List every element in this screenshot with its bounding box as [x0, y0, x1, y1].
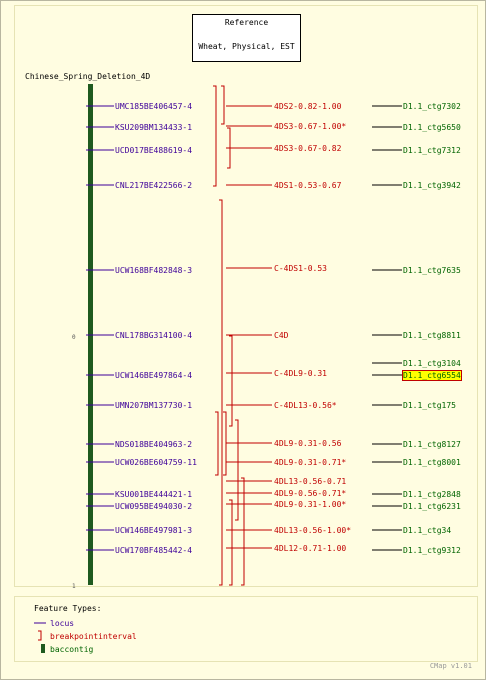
contig-label[interactable]: D1.1_ctg6231 [403, 502, 461, 511]
locus-label[interactable]: UCW170BF485442-4 [115, 546, 193, 555]
contig-label[interactable]: D1.1_ctg7302 [403, 102, 461, 111]
legend-title: Feature Types: [34, 604, 102, 613]
cmap-version: CMap v1.01 [429, 662, 472, 670]
interval-label[interactable]: 4DS3-0.67-0.82 [274, 144, 342, 153]
reference-box: Reference Wheat, Physical, EST [192, 14, 301, 62]
contig-label[interactable]: D1.1_ctg8127 [403, 440, 461, 449]
contig-label[interactable]: D1.1_ctg8811 [403, 331, 461, 340]
legend-panel [14, 596, 478, 662]
interval-label[interactable]: 4DL9-0.31-1.00* [274, 500, 347, 509]
reference-subtitle: Wheat, Physical, EST [198, 42, 295, 51]
interval-label[interactable]: 4DS1-0.53-0.67 [274, 181, 342, 190]
reference-heading: Reference [224, 18, 269, 27]
legend-bracket-mark [38, 630, 42, 641]
interval-label[interactable]: 4DS3-0.67-1.00* [274, 122, 347, 131]
locus-label[interactable]: KSU209BM134433-1 [115, 123, 193, 132]
breakpoint-bracket [223, 411, 227, 476]
contig-label[interactable]: D1.1_ctg8001 [403, 458, 461, 467]
contig-label[interactable]: D1.1_ctg9312 [403, 546, 461, 555]
interval-label[interactable]: C-4DL13-0.56* [274, 401, 337, 410]
contig-label[interactable]: D1.1_ctg34 [403, 526, 452, 535]
locus-label[interactable]: UMN207BM137730-1 [115, 401, 193, 410]
contig-label[interactable]: D1.1_ctg5650 [403, 123, 461, 132]
interval-label[interactable]: C4D [274, 331, 289, 340]
locus-label[interactable]: UMC185BE406457-4 [115, 102, 193, 111]
breakpoint-bracket [213, 85, 217, 187]
interval-label[interactable]: 4DL9-0.31-0.71* [274, 458, 347, 467]
contig-label[interactable]: D1.1_ctg175 [403, 401, 456, 410]
locus-label[interactable]: UCW146BE497864-4 [115, 371, 193, 380]
scale-tick-start: 0 [72, 334, 76, 341]
breakpoint-bracket [229, 499, 233, 586]
locus-label[interactable]: UCD017BE488619-4 [115, 146, 193, 155]
locus-label[interactable]: CNL217BE422566-2 [115, 181, 193, 190]
locus-label[interactable]: UCW095BE494030-2 [115, 502, 193, 511]
interval-label[interactable]: 4DS2-0.82-1.00 [274, 102, 342, 111]
breakpoint-bracket [241, 477, 245, 586]
interval-label[interactable]: C-4DS1-0.53 [274, 264, 327, 273]
locus-label[interactable]: NDS018BE404963-2 [115, 440, 193, 449]
locus-label[interactable]: UCW026BE604759-11 [115, 458, 197, 467]
legend-item-locus: locus [50, 619, 75, 628]
contig-label[interactable]: D1.1_ctg7635 [403, 266, 461, 275]
interval-label[interactable]: 4DL13-0.56-1.00* [274, 526, 352, 535]
legend-item-breakpointinterval: breakpointinterval [50, 632, 137, 641]
locus-label[interactable]: CNL178BG314100-4 [115, 331, 193, 340]
breakpoint-bracket [219, 199, 223, 586]
map-title[interactable]: Chinese_Spring_Deletion_4D [25, 72, 151, 81]
interval-label[interactable]: C-4DL9-0.31 [274, 369, 327, 378]
locus-label[interactable]: UCW146BE497981-3 [115, 526, 193, 535]
contig-label[interactable]: D1.1_ctg6554 [402, 370, 462, 381]
contig-label[interactable]: D1.1_ctg3104 [403, 359, 461, 368]
breakpoint-bracket [235, 419, 239, 521]
breakpoint-bracket [215, 411, 219, 476]
contig-label[interactable]: D1.1_ctg3942 [403, 181, 461, 190]
breakpoint-bracket [229, 335, 233, 427]
interval-label[interactable]: 4DL9-0.31-0.56 [274, 439, 342, 448]
scale-tick-end: 1 [72, 583, 76, 590]
map-panel [14, 5, 478, 587]
legend-contig-mark [41, 644, 45, 653]
locus-label[interactable]: KSU001BE444421-1 [115, 490, 193, 499]
interval-label[interactable]: 4DL12-0.71-1.00 [274, 544, 347, 553]
breakpoint-bracket [221, 85, 225, 125]
interval-label[interactable]: 4DL13-0.56-0.71 [274, 477, 347, 486]
legend-item-baccontig: baccontig [50, 645, 94, 654]
contig-label[interactable]: D1.1_ctg2848 [403, 490, 461, 499]
locus-label[interactable]: UCW168BF482848-3 [115, 266, 193, 275]
interval-label[interactable]: 4DL9-0.56-0.71* [274, 489, 347, 498]
breakpoint-bracket [227, 127, 231, 169]
contig-label[interactable]: D1.1_ctg7312 [403, 146, 461, 155]
